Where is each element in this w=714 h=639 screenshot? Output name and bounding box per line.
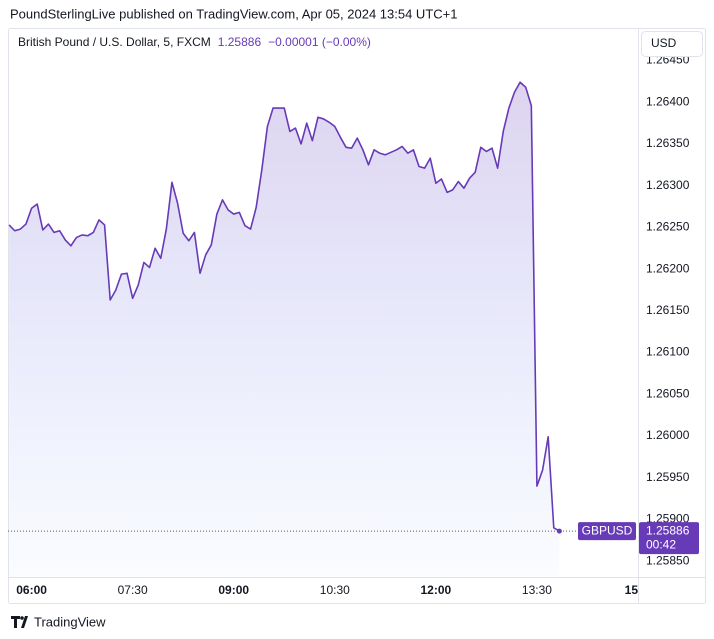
y-tick-label: 1.26300 (646, 178, 690, 192)
price-tag (639, 522, 699, 555)
footer-brand: TradingView (34, 614, 106, 629)
countdown: 00:42 (646, 537, 676, 551)
x-tick-label: 09:00 (218, 583, 249, 597)
plot-area (8, 81, 638, 577)
y-tick-label: 1.26200 (646, 261, 690, 275)
y-tick-label: 1.26150 (646, 303, 690, 317)
x-tick-label: 07:30 (118, 583, 148, 597)
x-tick-label: 10:30 (320, 583, 350, 597)
legend-title: British Pound / U.S. Dollar, 5, FXCM (18, 35, 211, 49)
footer-logo (11, 616, 28, 628)
y-tick-label: 1.26250 (646, 220, 690, 234)
header: PoundSterlingLive published on TradingVi… (10, 6, 457, 21)
x-tick-label: 15 (625, 583, 639, 597)
symbol-tag (578, 522, 636, 541)
area-fill (9, 82, 560, 577)
y-tick-label: 1.26350 (646, 136, 690, 150)
x-tick-label: 13:30 (522, 583, 552, 597)
y-tick-label: 1.26400 (646, 94, 690, 108)
price-tag-label: 1.25886 (646, 523, 690, 537)
y-tick-label: 1.25850 (646, 553, 690, 567)
legend-change: −0.00001 (−0.00%) (268, 35, 371, 49)
price-line (8, 81, 560, 532)
last-point (556, 528, 562, 534)
legend: British Pound / U.S. Dollar, 5, FXCM 1.25… (18, 35, 371, 49)
symbol-tag-label: GBPUSD (582, 523, 633, 537)
currency[interactable]: USD (651, 36, 677, 50)
price-axis: 1.264501.264001.263501.263001.262501.262… (646, 53, 690, 568)
y-tick-label: 1.26100 (646, 345, 690, 359)
y-tick-label: 1.25950 (646, 470, 690, 484)
time-axis: 06:00 07:30 09:00 10:30 12:00 13:30 15 (16, 583, 638, 597)
x-tick-label: 12:00 (421, 583, 452, 597)
y-tick-label: 1.26050 (646, 386, 690, 400)
y-tick-label: 1.25900 (646, 512, 690, 526)
currency-button[interactable] (641, 31, 703, 57)
y-tick-label: 1.26000 (646, 428, 690, 442)
legend-price: 1.25886 (218, 35, 262, 49)
x-tick-label: 06:00 (16, 583, 47, 597)
